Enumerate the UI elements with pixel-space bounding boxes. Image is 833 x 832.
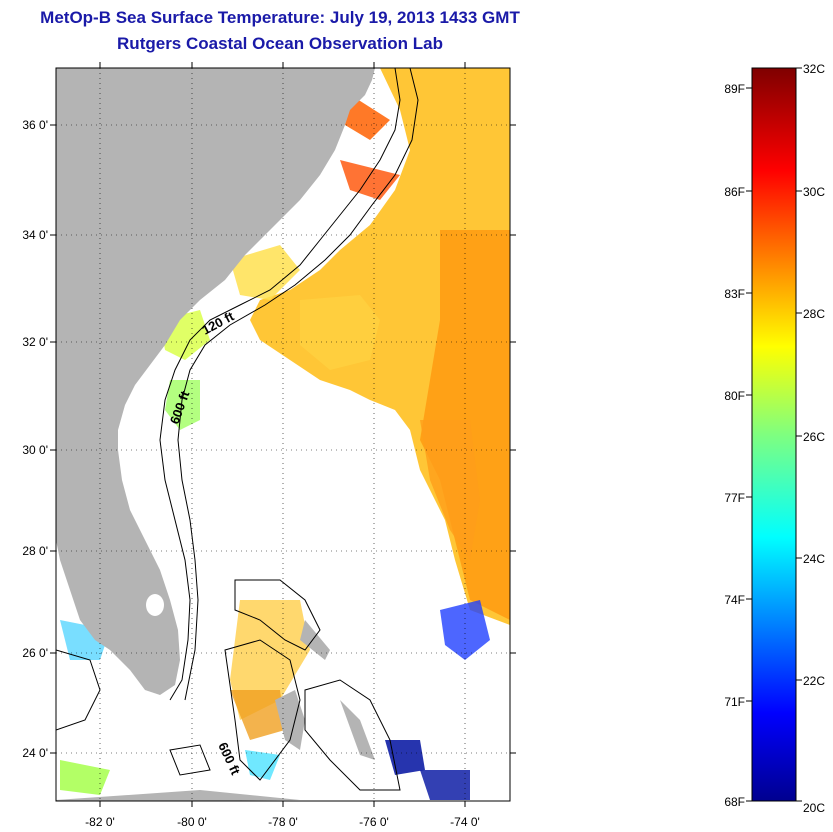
colorbar-f-label: 89F — [724, 82, 745, 96]
colorbar-f-label: 68F — [724, 795, 745, 809]
lat-label: 26 0' — [22, 646, 48, 660]
lon-label: -74 0' — [450, 815, 480, 829]
lat-label: 28 0' — [22, 544, 48, 558]
lat-label: 30 0' — [22, 443, 48, 457]
lat-label: 24 0' — [22, 746, 48, 760]
colorbar-c-label: 22C — [803, 674, 825, 688]
lon-label: -80 0' — [177, 815, 207, 829]
colorbar-c-label: 26C — [803, 430, 825, 444]
colorbar-f-label: 77F — [724, 491, 745, 505]
cuba-landmass — [56, 790, 300, 801]
bahamas-islands — [275, 620, 375, 760]
lon-label: -82 0' — [85, 815, 115, 829]
colorbar-c-label: 32C — [803, 62, 825, 76]
lat-label: 34 0' — [22, 228, 48, 242]
lat-label: 32 0' — [22, 335, 48, 349]
lat-label: 36 0' — [22, 118, 48, 132]
colorbar-f-label: 86F — [724, 185, 745, 199]
lake-okeechobee — [146, 594, 164, 616]
colorbar-f-label: 83F — [724, 287, 745, 301]
lon-label: -76 0' — [359, 815, 389, 829]
map-gridlines — [56, 68, 510, 801]
map-title: MetOp-B Sea Surface Temperature: July 19… — [40, 8, 520, 27]
colorbar-f-label: 74F — [724, 593, 745, 607]
colorbar-f-label: 71F — [724, 695, 745, 709]
lon-ticks — [99, 62, 466, 807]
map-subtitle: Rutgers Coastal Ocean Observation Lab — [117, 34, 443, 53]
bathymetry-contours — [56, 68, 419, 791]
colorbar-f-label: 80F — [724, 389, 745, 403]
colorbar-c-label: 20C — [803, 801, 825, 815]
colorbar-gradient — [751, 67, 797, 802]
colorbar: 89F 86F 83F 80F 77F 74F 71F 68F 32C 30C … — [724, 62, 825, 815]
lat-ticks — [50, 124, 516, 754]
lon-label: -78 0' — [268, 815, 298, 829]
colorbar-c-label: 28C — [803, 307, 825, 321]
us-landmass — [56, 68, 375, 695]
colorbar-c-label: 24C — [803, 552, 825, 566]
colorbar-c-label: 30C — [803, 185, 825, 199]
